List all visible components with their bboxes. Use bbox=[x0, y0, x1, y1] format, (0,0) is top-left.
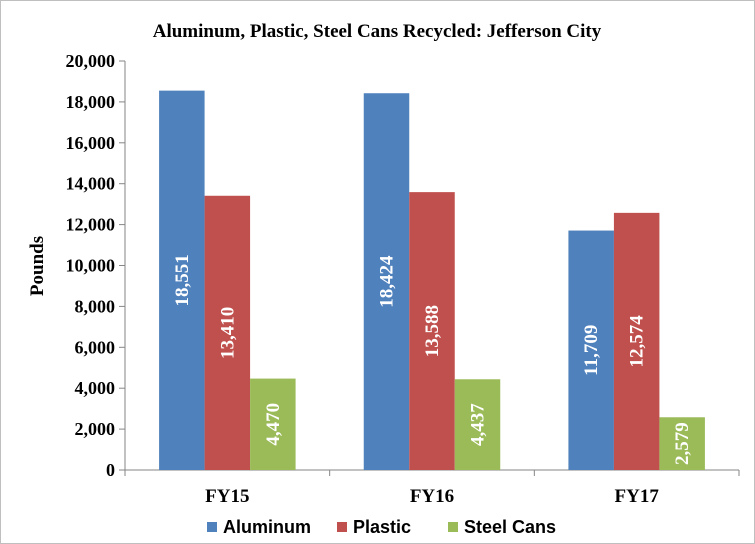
y-tick-label: 8,000 bbox=[75, 296, 116, 316]
legend-swatch-steel-cans bbox=[448, 522, 458, 532]
data-label: 4,470 bbox=[263, 403, 284, 446]
legend-swatch-plastic bbox=[337, 522, 347, 532]
data-label: 13,588 bbox=[422, 305, 443, 357]
y-tick-label: 16,000 bbox=[66, 133, 116, 153]
data-label: 4,437 bbox=[468, 403, 489, 446]
y-tick-label: 20,000 bbox=[66, 51, 116, 71]
y-tick-label: 18,000 bbox=[66, 92, 116, 112]
data-label: 18,424 bbox=[377, 255, 398, 308]
legend: Aluminum Plastic Steel Cans bbox=[207, 517, 556, 537]
y-tick-label: 0 bbox=[106, 460, 115, 480]
legend-label: Aluminum bbox=[223, 517, 311, 537]
bar-aluminum-fy16 bbox=[363, 93, 410, 471]
data-label: 18,551 bbox=[172, 254, 193, 306]
bar-plastic-fy15 bbox=[204, 195, 251, 470]
y-tick-label: 10,000 bbox=[66, 256, 116, 276]
bar-steel-cans-fy15 bbox=[250, 378, 296, 470]
y-tick-label: 12,000 bbox=[66, 215, 116, 235]
y-tick-label: 2,000 bbox=[75, 419, 116, 439]
plot-area: 0 2,000 4,000 6,000 8,000 10,000 12,000 14,000 1… bbox=[66, 51, 740, 507]
x-tick-label: FY16 bbox=[410, 486, 454, 507]
data-label: 13,410 bbox=[217, 307, 238, 359]
bar-plastic-fy16 bbox=[409, 192, 455, 470]
data-label: 11,709 bbox=[581, 325, 602, 376]
bar-plastic-fy17 bbox=[613, 212, 660, 470]
legend-label: Steel Cans bbox=[464, 517, 556, 537]
x-tick-label: FY15 bbox=[205, 486, 249, 507]
y-axis-label: Pounds bbox=[27, 236, 48, 296]
bar-aluminum-fy17 bbox=[568, 230, 614, 470]
legend-swatch-aluminum bbox=[207, 522, 217, 532]
y-tick-label: 6,000 bbox=[75, 337, 116, 357]
data-label: 2,579 bbox=[672, 422, 693, 465]
bar-aluminum-fy15 bbox=[159, 90, 205, 470]
bar-steel-cans-fy17 bbox=[659, 417, 705, 470]
bar-steel-cans-fy16 bbox=[454, 379, 501, 470]
y-tick-label: 14,000 bbox=[66, 174, 116, 194]
legend-label: Plastic bbox=[353, 517, 411, 537]
x-tick-label: FY17 bbox=[615, 486, 660, 507]
y-tick-label: 4,000 bbox=[75, 378, 116, 398]
data-label: 12,574 bbox=[627, 315, 648, 368]
chart-title: Aluminum, Plastic, Steel Cans Recycled: … bbox=[153, 21, 602, 42]
